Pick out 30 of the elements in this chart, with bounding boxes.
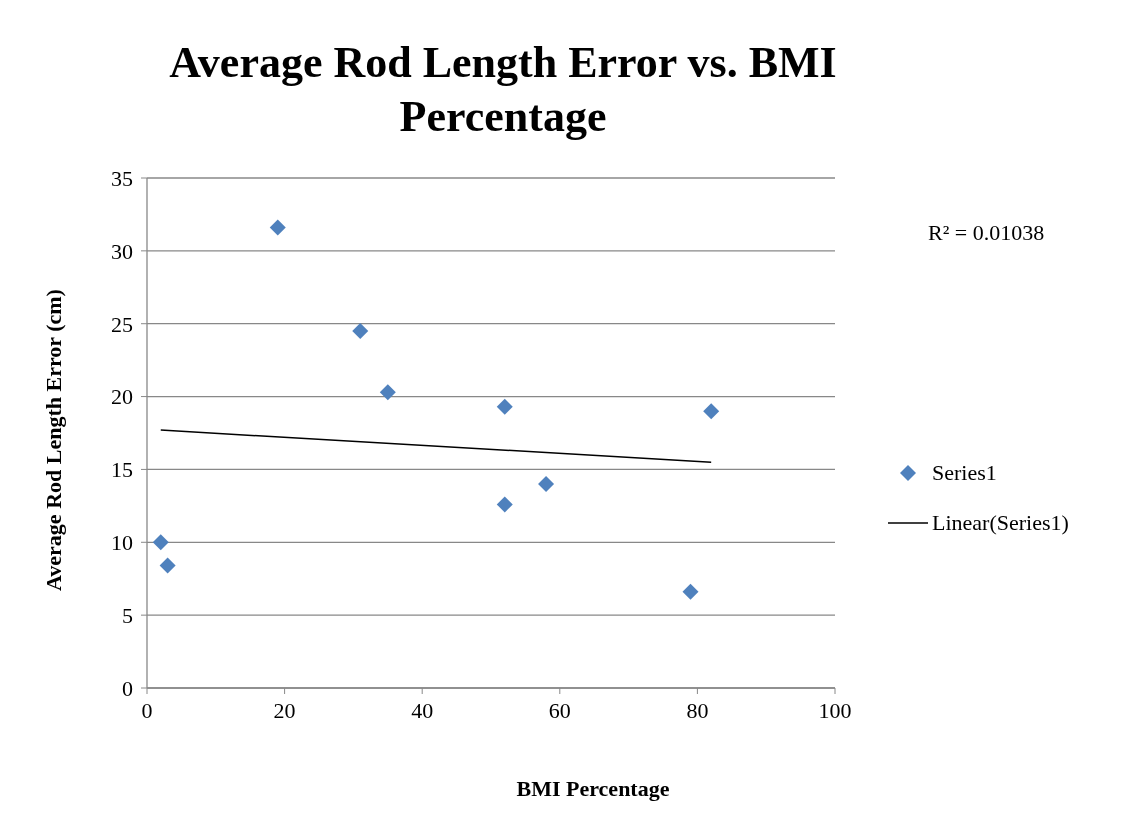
- x-tick-label: 0: [141, 697, 153, 723]
- point: [352, 323, 369, 339]
- point: [379, 384, 396, 401]
- point: [538, 476, 555, 492]
- point: [496, 398, 513, 415]
- point: [682, 583, 699, 600]
- point: [152, 534, 169, 551]
- y-tick-label: 20: [111, 384, 133, 410]
- point: [159, 557, 176, 574]
- x-tick-label: 100: [818, 697, 852, 723]
- legend-label: Series1: [932, 460, 997, 486]
- y-tick-label: 15: [111, 457, 133, 483]
- x-tick-label: 80: [686, 697, 709, 723]
- y-tick-label: 5: [122, 602, 133, 628]
- y-tick-label: 25: [111, 311, 133, 337]
- point: [496, 496, 513, 513]
- point: [269, 219, 286, 236]
- y-axis-title: Average Rod Length Error (cm): [41, 289, 67, 591]
- y-tick-label: 10: [111, 530, 133, 556]
- x-tick-label: 40: [411, 697, 434, 723]
- legend-label: Linear(Series1): [932, 510, 1069, 536]
- y-tick-label: 0: [122, 675, 133, 701]
- chart-title: Average Rod Length Error vs. BMI Percentage: [168, 37, 838, 143]
- y-tick-label: 30: [111, 238, 133, 264]
- text: R² = 0.01038: [928, 220, 1045, 246]
- y-tick-label: 35: [111, 165, 133, 191]
- point: [703, 403, 720, 420]
- x-tick-label: 20: [273, 697, 296, 723]
- x-axis-title: BMI Percentage: [515, 776, 671, 802]
- x-tick-label: 60: [548, 697, 571, 723]
